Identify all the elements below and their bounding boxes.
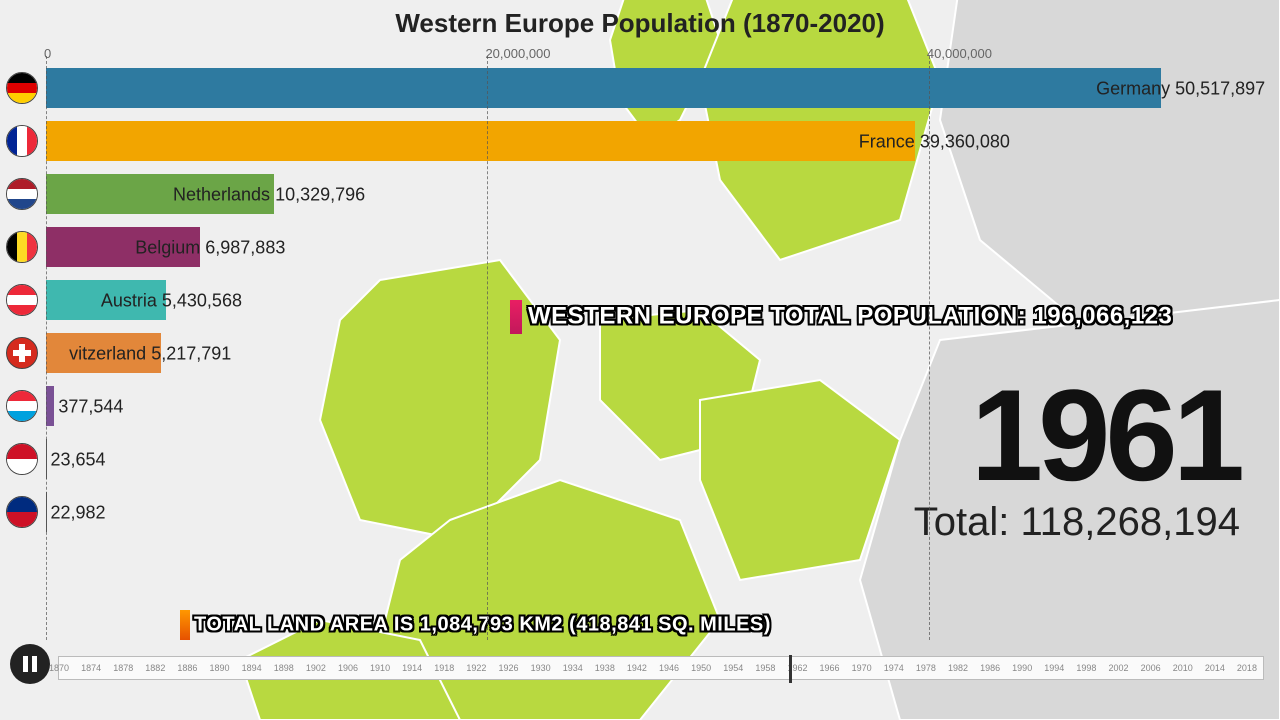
caption-area: TOTAL LAND AREA IS 1,084,793 KM2 (418,84… — [180, 610, 771, 640]
gridline — [929, 56, 930, 640]
flag-icon — [6, 443, 38, 475]
bar — [46, 386, 54, 426]
gridline — [46, 56, 47, 640]
caption-population: WESTERN EUROPE TOTAL POPULATION: 196,066… — [510, 300, 1172, 334]
flag-icon — [6, 496, 38, 528]
timeline-labels: 1870187418781882188618901894189819021906… — [59, 657, 1263, 679]
bar-label: 23,654 — [51, 449, 106, 470]
bar-label: Germany 50,517,897 — [1096, 78, 1265, 99]
flag-icon — [6, 231, 38, 263]
flag-icon — [6, 390, 38, 422]
gridline — [487, 56, 488, 640]
bar-row: France 39,360,080 — [46, 119, 1260, 164]
flag-icon — [6, 284, 38, 316]
bar-row: Netherlands 10,329,796 — [46, 172, 1260, 217]
bar-label: Austria 5,430,568 — [101, 290, 242, 311]
bar-label: Netherlands 10,329,796 — [173, 184, 365, 205]
bar-label: France 39,360,080 — [859, 131, 1010, 152]
flag-icon — [6, 125, 38, 157]
caption-accent-bar — [180, 610, 190, 640]
bar-label: vitzerland 5,217,791 — [69, 343, 231, 364]
bar-label: 22,982 — [51, 502, 106, 523]
flag-icon — [6, 337, 38, 369]
bar-label: 377,544 — [58, 396, 123, 417]
timeline-marker[interactable] — [789, 655, 792, 683]
bar — [46, 121, 915, 161]
current-year: 1961 — [971, 360, 1240, 510]
flag-icon — [6, 178, 38, 210]
total-value: 118,268,194 — [1021, 500, 1240, 544]
chart-title: Western Europe Population (1870-2020) — [0, 8, 1280, 39]
bar-label: Belgium 6,987,883 — [135, 237, 285, 258]
total-display: Total: 118,268,194 — [914, 500, 1240, 545]
axis-tick-label: 20,000,000 — [485, 46, 550, 61]
pause-button[interactable] — [10, 644, 50, 684]
bar — [46, 68, 1161, 108]
bar-row: Belgium 6,987,883 — [46, 225, 1260, 270]
timeline[interactable]: 1870187418781882188618901894189819021906… — [58, 656, 1264, 680]
axis-tick-label: 40,000,000 — [927, 46, 992, 61]
caption-accent-bar — [510, 300, 522, 334]
flag-icon — [6, 72, 38, 104]
bar-row: Germany 50,517,897 — [46, 66, 1260, 111]
